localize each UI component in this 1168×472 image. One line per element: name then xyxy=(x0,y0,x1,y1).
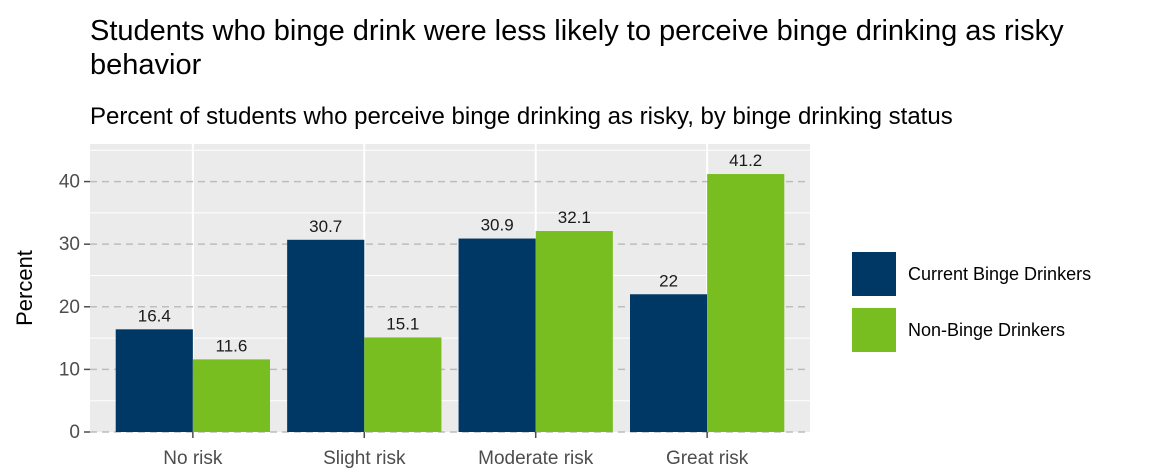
bar xyxy=(458,238,536,432)
data-label: 30.9 xyxy=(481,216,514,235)
y-tick-label: 30 xyxy=(59,234,80,255)
data-label: 32.1 xyxy=(558,208,591,227)
bar xyxy=(192,359,270,432)
bar xyxy=(707,174,785,432)
bar xyxy=(287,239,365,432)
data-label: 41.2 xyxy=(729,151,762,170)
legend-label: Current Binge Drinkers xyxy=(908,264,1091,284)
data-label: 11.6 xyxy=(216,336,248,355)
bar xyxy=(630,294,708,432)
x-tick-label: No risk xyxy=(163,448,223,469)
chart-subtitle: Percent of students who perceive binge d… xyxy=(90,103,953,130)
bar xyxy=(535,231,613,432)
bar xyxy=(364,337,442,432)
y-tick-label: 20 xyxy=(59,297,80,318)
y-tick-label: 40 xyxy=(59,172,80,193)
y-axis-title: Percent xyxy=(12,250,37,326)
legend-key xyxy=(852,308,896,352)
data-label: 30.7 xyxy=(309,217,342,236)
plot-panel: 0 10 20 30 40 16.4 11.6 No risk 30.7 15.1 Slight r… xyxy=(59,144,810,469)
chart-title: Students who binge drink were less likel… xyxy=(90,15,1064,81)
legend-label: Non-Binge Drinkers xyxy=(908,320,1065,340)
data-label: 22 xyxy=(659,271,678,290)
y-tick-label: 0 xyxy=(69,422,80,443)
y-tick-label: 10 xyxy=(59,359,80,380)
x-tick-label: Slight risk xyxy=(323,448,406,469)
legend: Current Binge Drinkers Non-Binge Drinkers xyxy=(852,252,1091,352)
data-label: 15.1 xyxy=(386,314,419,333)
x-tick-label: Great risk xyxy=(666,448,749,469)
legend-key xyxy=(852,252,896,296)
data-label: 16.4 xyxy=(138,306,171,325)
x-tick-label: Moderate risk xyxy=(478,448,594,469)
bar xyxy=(115,329,193,432)
